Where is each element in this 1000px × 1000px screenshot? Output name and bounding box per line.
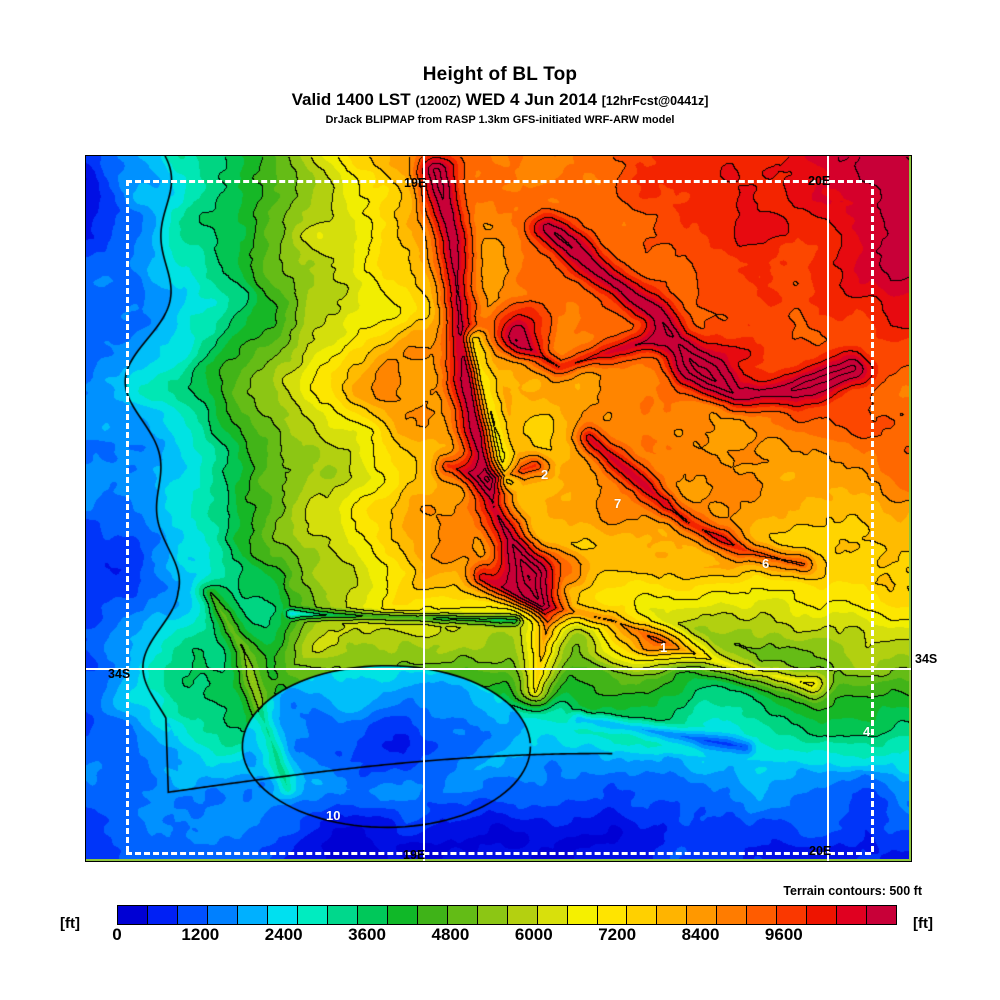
colorbar-swatch [237, 906, 268, 924]
domain-box-bottom [126, 852, 871, 855]
graticule-label: 19E [403, 848, 426, 862]
graticule-label: 20E [809, 844, 832, 858]
colorbar-swatch [327, 906, 358, 924]
domain-box-right [871, 180, 874, 852]
station-marker[interactable]: 2 [541, 467, 549, 482]
colorbar-swatch [177, 906, 208, 924]
model-description: DrJack BLIPMAP from RASP 1.3km GFS-initi… [325, 114, 675, 126]
colorbar-swatch [627, 906, 658, 924]
colorbar-swatch [118, 906, 148, 924]
graticule-label: 20E [808, 174, 831, 188]
graticule-label: 19E [404, 176, 427, 190]
colorbar-swatch [447, 906, 478, 924]
colorbar-swatch [387, 906, 418, 924]
colorbar-swatch [147, 906, 178, 924]
colorbar-tick-layer: 0 1200 2400 3600 4800 6000 7200 8400 9600 [0, 925, 1000, 949]
valid-zulu: (1200Z) [415, 93, 461, 108]
colorbar-tick-label: 8400 [681, 925, 720, 944]
colorbar[interactable] [117, 905, 897, 925]
colorbar-tick-label: 9600 [764, 925, 803, 944]
colorbar-tick-label: 4800 [431, 925, 470, 944]
colorbar-swatch [567, 906, 598, 924]
colorbar-swatch [747, 906, 778, 924]
page-title: Height of BL Top [422, 64, 578, 85]
colorbar-swatch [357, 906, 388, 924]
meridian-20e [827, 156, 829, 861]
terrain-contour-note: Terrain contours: 500 ft [783, 884, 922, 898]
colorbar-swatch [507, 906, 538, 924]
colorbar-tick-label: 6000 [514, 925, 553, 944]
colorbar-unit-right: [ft] [913, 915, 933, 932]
colorbar-swatch [687, 906, 718, 924]
title-block: Height of BL Top Valid 1400 LST (1200Z) … [0, 64, 1000, 126]
colorbar-swatch [867, 906, 897, 924]
colorbar-swatch [267, 906, 298, 924]
meridian-19e [423, 156, 425, 861]
colorbar-tick-label: 2400 [264, 925, 303, 944]
colorbar-swatch [777, 906, 808, 924]
domain-box-top [126, 180, 871, 183]
colorbar-swatch [537, 906, 568, 924]
colorbar-tick-label: 3600 [348, 925, 386, 944]
forecast-stamp: [12hrFcst@0441z] [601, 94, 709, 108]
station-marker[interactable]: 7 [614, 496, 622, 511]
colorbar-swatch [597, 906, 628, 924]
colorbar-swatch [477, 906, 508, 924]
colorbar-tick-label: 1200 [181, 925, 220, 944]
colorbar-swatch [207, 906, 238, 924]
colorbar-swatch [837, 906, 868, 924]
graticule-label: 34S [108, 667, 131, 681]
station-marker[interactable]: 4 [863, 724, 871, 739]
colorbar-tick-label: 0 [112, 925, 122, 944]
station-marker[interactable]: 8 [911, 480, 912, 495]
valid-time-line: Valid 1400 LST (1200Z) WED 4 Jun 2014 [1… [0, 90, 1000, 110]
colorbar-swatch [417, 906, 448, 924]
parallel-34s [86, 668, 911, 670]
colorbar-unit-left: [ft] [60, 915, 80, 932]
station-marker[interactable]: 6 [762, 556, 770, 571]
colorbar-swatch [297, 906, 328, 924]
valid-date: WED 4 Jun 2014 [465, 90, 597, 109]
colorbar-tick-label: 7200 [598, 925, 637, 944]
domain-box-left [126, 180, 129, 852]
station-marker[interactable]: 10 [326, 808, 341, 823]
colorbar-swatch [657, 906, 688, 924]
station-marker[interactable]: 1 [660, 640, 668, 655]
blipmap-raster [86, 156, 909, 859]
colorbar-swatch [717, 906, 748, 924]
valid-prefix: Valid 1400 LST [291, 90, 411, 109]
axis-label: 34S [915, 652, 938, 666]
colorbar-swatch [807, 906, 838, 924]
